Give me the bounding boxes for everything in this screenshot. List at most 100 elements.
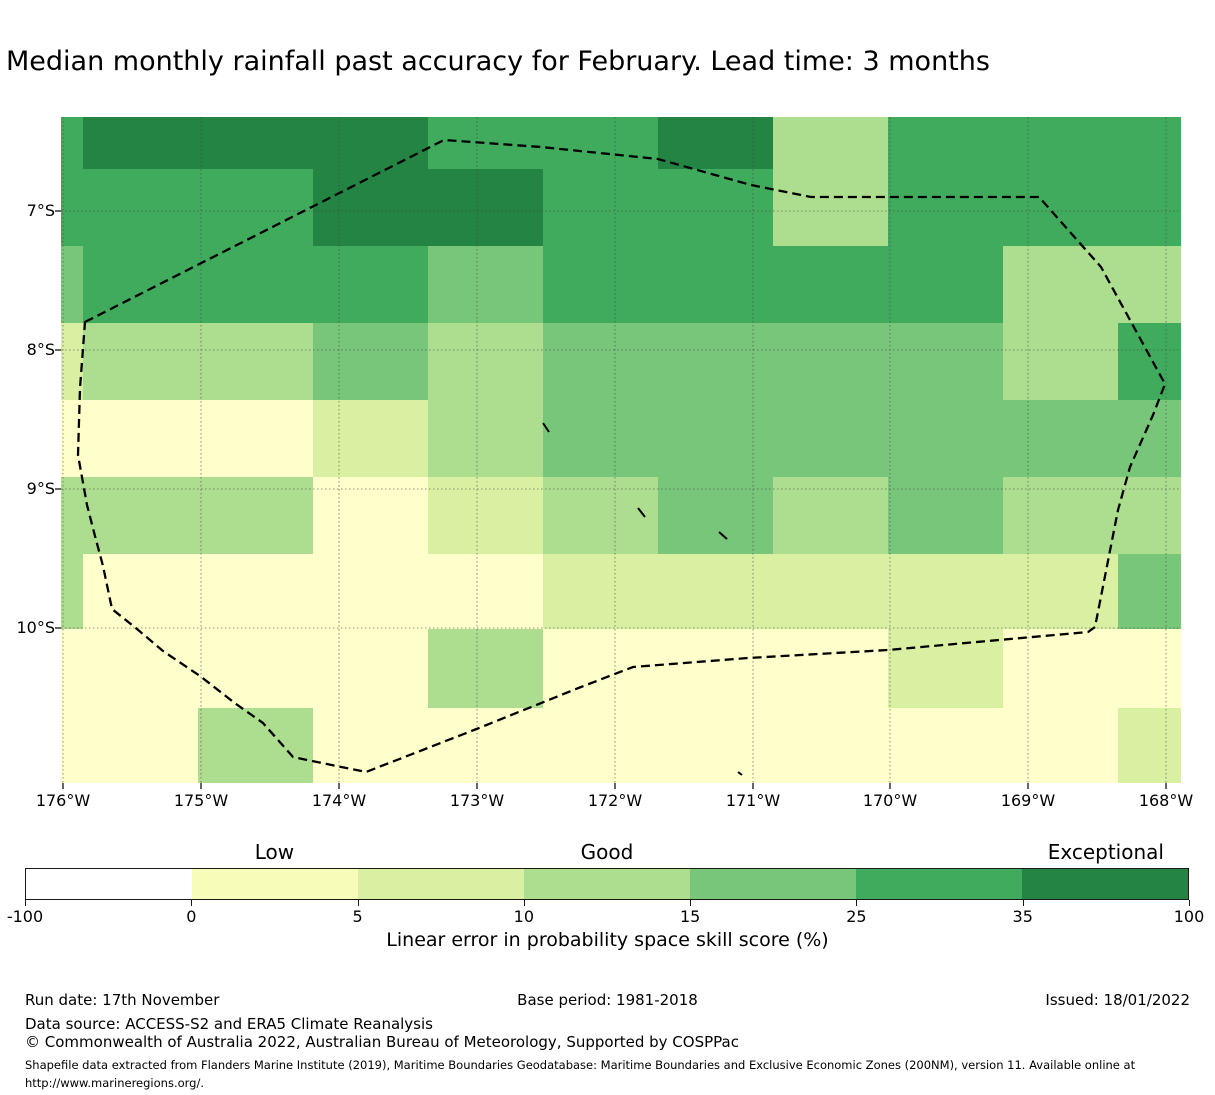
map-cell	[83, 323, 198, 400]
map-cell	[1118, 323, 1181, 400]
map-cell	[313, 323, 428, 400]
map-cell	[1118, 708, 1181, 783]
map-cell	[1003, 117, 1118, 169]
map-cell	[543, 554, 658, 629]
map-cell	[773, 323, 888, 400]
colorbar-tick	[25, 900, 26, 906]
map-cell	[1003, 477, 1118, 554]
colorbar-tick-label: 15	[679, 907, 701, 926]
colorbar-tick-label: 35	[1012, 907, 1033, 926]
map-cell	[198, 117, 313, 169]
map-cell	[773, 629, 888, 708]
map-cell	[543, 708, 658, 783]
map-cell	[198, 246, 313, 323]
map-cell	[83, 477, 198, 554]
map-cell	[773, 169, 888, 246]
map-cell	[428, 400, 543, 477]
map-cell	[773, 477, 888, 554]
map-cell	[1118, 554, 1181, 629]
colorbar-segment	[26, 869, 192, 899]
map-cell	[1118, 629, 1181, 708]
map-cell	[1003, 323, 1118, 400]
colorbar-tick	[357, 900, 359, 906]
heatmap-grid	[61, 117, 1181, 783]
map-cell	[543, 323, 658, 400]
map-cell	[61, 323, 83, 400]
y-tick-label: 10°S	[16, 618, 55, 637]
map-cell	[773, 400, 888, 477]
x-tick-label: 170°W	[862, 791, 918, 810]
y-tick-label: 9°S	[26, 479, 55, 498]
colorbar-tick-label: -100	[6, 907, 44, 926]
colorbar-tick	[1189, 900, 1190, 906]
map-cell	[313, 708, 428, 783]
map-cell	[543, 400, 658, 477]
colorbar-category-label: Exceptional	[1047, 840, 1164, 864]
map-cell	[658, 477, 773, 554]
colorbar-segment	[856, 869, 1022, 899]
map-cell	[313, 554, 428, 629]
map-cell	[83, 554, 198, 629]
map-cell	[313, 169, 428, 246]
map-cell	[428, 169, 543, 246]
map-cell	[198, 708, 313, 783]
map-cell	[1118, 400, 1181, 477]
map-cell	[428, 117, 543, 169]
map-cell	[1118, 477, 1181, 554]
map-cell	[658, 117, 773, 169]
map-cell	[658, 323, 773, 400]
map-cell	[888, 477, 1003, 554]
footer-shapefile-note: Shapefile data extracted from Flanders M…	[25, 1058, 1136, 1091]
map-cell	[61, 117, 83, 169]
x-tick-label: 169°W	[1000, 791, 1056, 810]
map-cell	[83, 117, 198, 169]
map-cell	[773, 708, 888, 783]
map-cell	[61, 169, 83, 246]
map-cell	[83, 246, 198, 323]
map-cell	[313, 400, 428, 477]
map-cell	[83, 169, 198, 246]
map-cell	[428, 246, 543, 323]
colorbar-segment	[358, 869, 524, 899]
map-cell	[543, 117, 658, 169]
colorbar-tick-label: 10	[513, 907, 535, 926]
map-cell	[658, 554, 773, 629]
colorbar-segment	[1022, 869, 1188, 899]
colorbar-tick-label: 0	[186, 907, 197, 926]
x-tick-label: 176°W	[35, 791, 91, 810]
colorbar-category-label: Low	[254, 840, 295, 864]
map-cell	[61, 629, 83, 708]
map-cell	[543, 169, 658, 246]
x-tick-label: 174°W	[311, 791, 367, 810]
colorbar-tick	[191, 900, 193, 906]
map-cell	[313, 117, 428, 169]
map-cell	[1003, 629, 1118, 708]
map-cell	[658, 169, 773, 246]
chart-title: Median monthly rainfall past accuracy fo…	[6, 46, 990, 77]
map-cell	[658, 629, 773, 708]
map-cell	[658, 708, 773, 783]
x-tick-label: 171°W	[725, 791, 781, 810]
map-cell	[1003, 169, 1118, 246]
map-cell	[428, 554, 543, 629]
map-cell	[83, 708, 198, 783]
map-cell	[888, 554, 1003, 629]
colorbar-tick	[1022, 900, 1024, 906]
colorbar-tick	[690, 900, 692, 906]
map-cell	[198, 400, 313, 477]
footer-run-date: Run date: 17th November	[25, 991, 220, 1009]
colorbar-segment	[690, 869, 856, 899]
colorbar-tick-label: 5	[352, 907, 363, 926]
x-tick-label: 172°W	[587, 791, 643, 810]
map-cell	[888, 117, 1003, 169]
map-cell	[198, 169, 313, 246]
map-cell	[61, 708, 83, 783]
map-cell	[1118, 246, 1181, 323]
map-cell	[61, 246, 83, 323]
map-cell	[313, 477, 428, 554]
footer-copyright: © Commonwealth of Australia 2022, Austra…	[25, 1033, 739, 1051]
colorbar-tick-label: 100	[1173, 907, 1205, 926]
map-cell	[83, 400, 198, 477]
colorbar-category-label: Good	[580, 840, 634, 864]
footer-data-source: Data source: ACCESS-S2 and ERA5 Climate …	[25, 1015, 433, 1033]
